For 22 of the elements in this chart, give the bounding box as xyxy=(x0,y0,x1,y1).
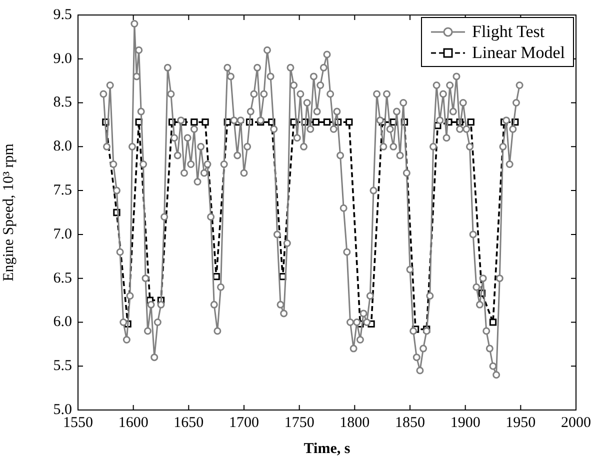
x-tick-label: 1700 xyxy=(229,414,259,431)
y-tick-label: 7.5 xyxy=(53,182,72,198)
y-tick-label: 7.0 xyxy=(53,226,72,242)
x-tick-label: 1850 xyxy=(395,414,425,431)
y-tick-label: 9.5 xyxy=(53,6,72,23)
x-tick-label: 1800 xyxy=(340,414,370,431)
y-tick-label: 6.5 xyxy=(53,270,72,286)
legend-label: Linear Model xyxy=(472,42,565,63)
x-tick-label: 1750 xyxy=(284,414,314,431)
y-axis-title: Engine Speed, 10³ rpm xyxy=(0,143,17,282)
x-tick-label: 1650 xyxy=(174,414,204,431)
y-tick-label: 6.0 xyxy=(53,314,72,330)
y-tick-label: 8.0 xyxy=(53,138,72,155)
x-tick-label: 1900 xyxy=(450,414,480,431)
y-tick-label: 5.5 xyxy=(53,358,72,374)
y-tick-label: 9.0 xyxy=(53,50,72,67)
x-tick-label: 2000 xyxy=(561,414,591,431)
x-tick-label: 1600 xyxy=(118,414,148,431)
x-tick-label: 1950 xyxy=(506,414,536,431)
y-tick-label: 8.5 xyxy=(53,94,72,111)
legend-label: Flight Test xyxy=(472,21,545,42)
x-axis-title: Time, s xyxy=(304,440,350,457)
